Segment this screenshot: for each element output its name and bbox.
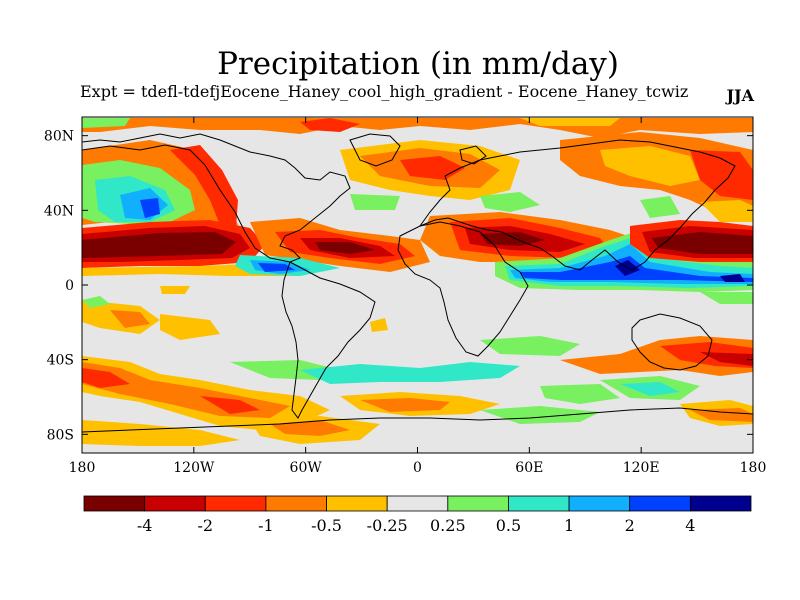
field-patch xyxy=(480,406,600,424)
field-patch xyxy=(690,408,753,422)
field-patch xyxy=(82,118,130,128)
lat-tick-label: 40N xyxy=(44,203,74,219)
field-patch xyxy=(700,352,753,366)
field-patch xyxy=(110,310,150,328)
colorbar-label: 0.5 xyxy=(496,516,521,535)
field-patch xyxy=(520,118,620,126)
colorbar-swatch xyxy=(265,495,327,512)
latitude-axis: 80N 40N 0 40S 80S xyxy=(44,129,753,443)
colorbar-swatch xyxy=(689,495,752,512)
colorbar-label: 1 xyxy=(564,516,574,535)
field-patch xyxy=(82,368,130,388)
field-patch xyxy=(690,150,753,200)
field-patch xyxy=(82,232,236,258)
lon-tick-label: 120W xyxy=(173,460,215,476)
season-label: JJA xyxy=(726,86,754,105)
coastline-australia xyxy=(631,313,713,371)
lon-tick-label: 0 xyxy=(413,460,422,476)
colorbar-label: 0.25 xyxy=(430,516,466,535)
colorbar-label: -0.25 xyxy=(367,516,408,535)
field-patch xyxy=(540,384,620,404)
colorbar-swatch xyxy=(386,495,449,512)
lat-tick-label: 80S xyxy=(47,427,74,443)
field-patch xyxy=(480,336,580,356)
field-patch xyxy=(160,286,190,294)
colorbar-swatch xyxy=(326,495,388,512)
field-patch xyxy=(480,192,540,212)
field-patch xyxy=(720,274,745,282)
coastline-north-america xyxy=(82,133,351,263)
colorbar-label: -1 xyxy=(258,516,274,535)
coastline-south-america xyxy=(281,261,376,419)
lon-tick-label: 180 xyxy=(69,460,96,476)
field-patch xyxy=(300,362,520,384)
field-patch xyxy=(600,146,700,186)
field-patch xyxy=(652,232,753,254)
field-patch xyxy=(300,118,360,132)
field-patch xyxy=(360,398,450,412)
field-patch xyxy=(350,194,400,210)
coastline-eurasia xyxy=(418,139,736,271)
lat-tick-label: 0 xyxy=(65,278,74,294)
lon-tick-label: 60E xyxy=(515,460,543,476)
colorbar-label: 2 xyxy=(625,516,635,535)
longitude-axis: 180 120W 60W 0 60E 120E 180 xyxy=(69,117,767,476)
coastlines xyxy=(82,133,753,433)
field-patch xyxy=(480,232,545,246)
colorbar-label: 4 xyxy=(685,516,695,535)
colorbar-label: -2 xyxy=(197,516,213,535)
field-patch xyxy=(140,198,160,218)
colorbar-swatch xyxy=(204,495,267,512)
field-patch xyxy=(82,296,110,308)
lat-tick-label: 80N xyxy=(44,129,74,145)
lat-tick-label: 40S xyxy=(47,353,74,369)
colorbar-swatch xyxy=(447,495,509,512)
experiment-subtitle: Expt = tdefl-tdefjEocene_Haney_cool_high… xyxy=(80,82,689,101)
field-patch xyxy=(370,318,388,332)
colorbar: -4 -2 -1 -0.5 -0.25 0.25 0.5 1 2 4 xyxy=(83,495,752,535)
field-patch xyxy=(700,292,753,304)
field-patch xyxy=(160,314,220,340)
precipitation-field xyxy=(82,117,753,453)
colorbar-swatch xyxy=(144,495,206,512)
lon-tick-label: 60W xyxy=(290,460,323,476)
coastline-africa xyxy=(397,221,529,357)
lon-tick-label: 180 xyxy=(740,460,767,476)
lon-tick-label: 120E xyxy=(623,460,660,476)
colorbar-label: -0.5 xyxy=(311,516,342,535)
coastline-antarctica xyxy=(82,407,753,433)
coastline-island xyxy=(459,145,487,165)
field-patch xyxy=(640,196,680,218)
colorbar-label: -4 xyxy=(137,516,153,535)
field-patch xyxy=(170,145,238,228)
field-patch xyxy=(258,263,295,272)
plot-title: Precipitation (in mm/day) xyxy=(217,46,619,82)
coastline-greenland xyxy=(349,133,401,167)
field-patch xyxy=(700,200,753,222)
colorbar-swatch xyxy=(568,495,631,512)
field-patch xyxy=(620,382,680,396)
field-patch xyxy=(315,242,375,254)
field-patch xyxy=(82,420,240,446)
colorbar-swatch xyxy=(629,495,691,512)
field-patch xyxy=(200,396,260,414)
colorbar-swatch xyxy=(83,495,146,512)
field-patch xyxy=(270,420,350,436)
colorbar-swatch xyxy=(508,495,570,512)
